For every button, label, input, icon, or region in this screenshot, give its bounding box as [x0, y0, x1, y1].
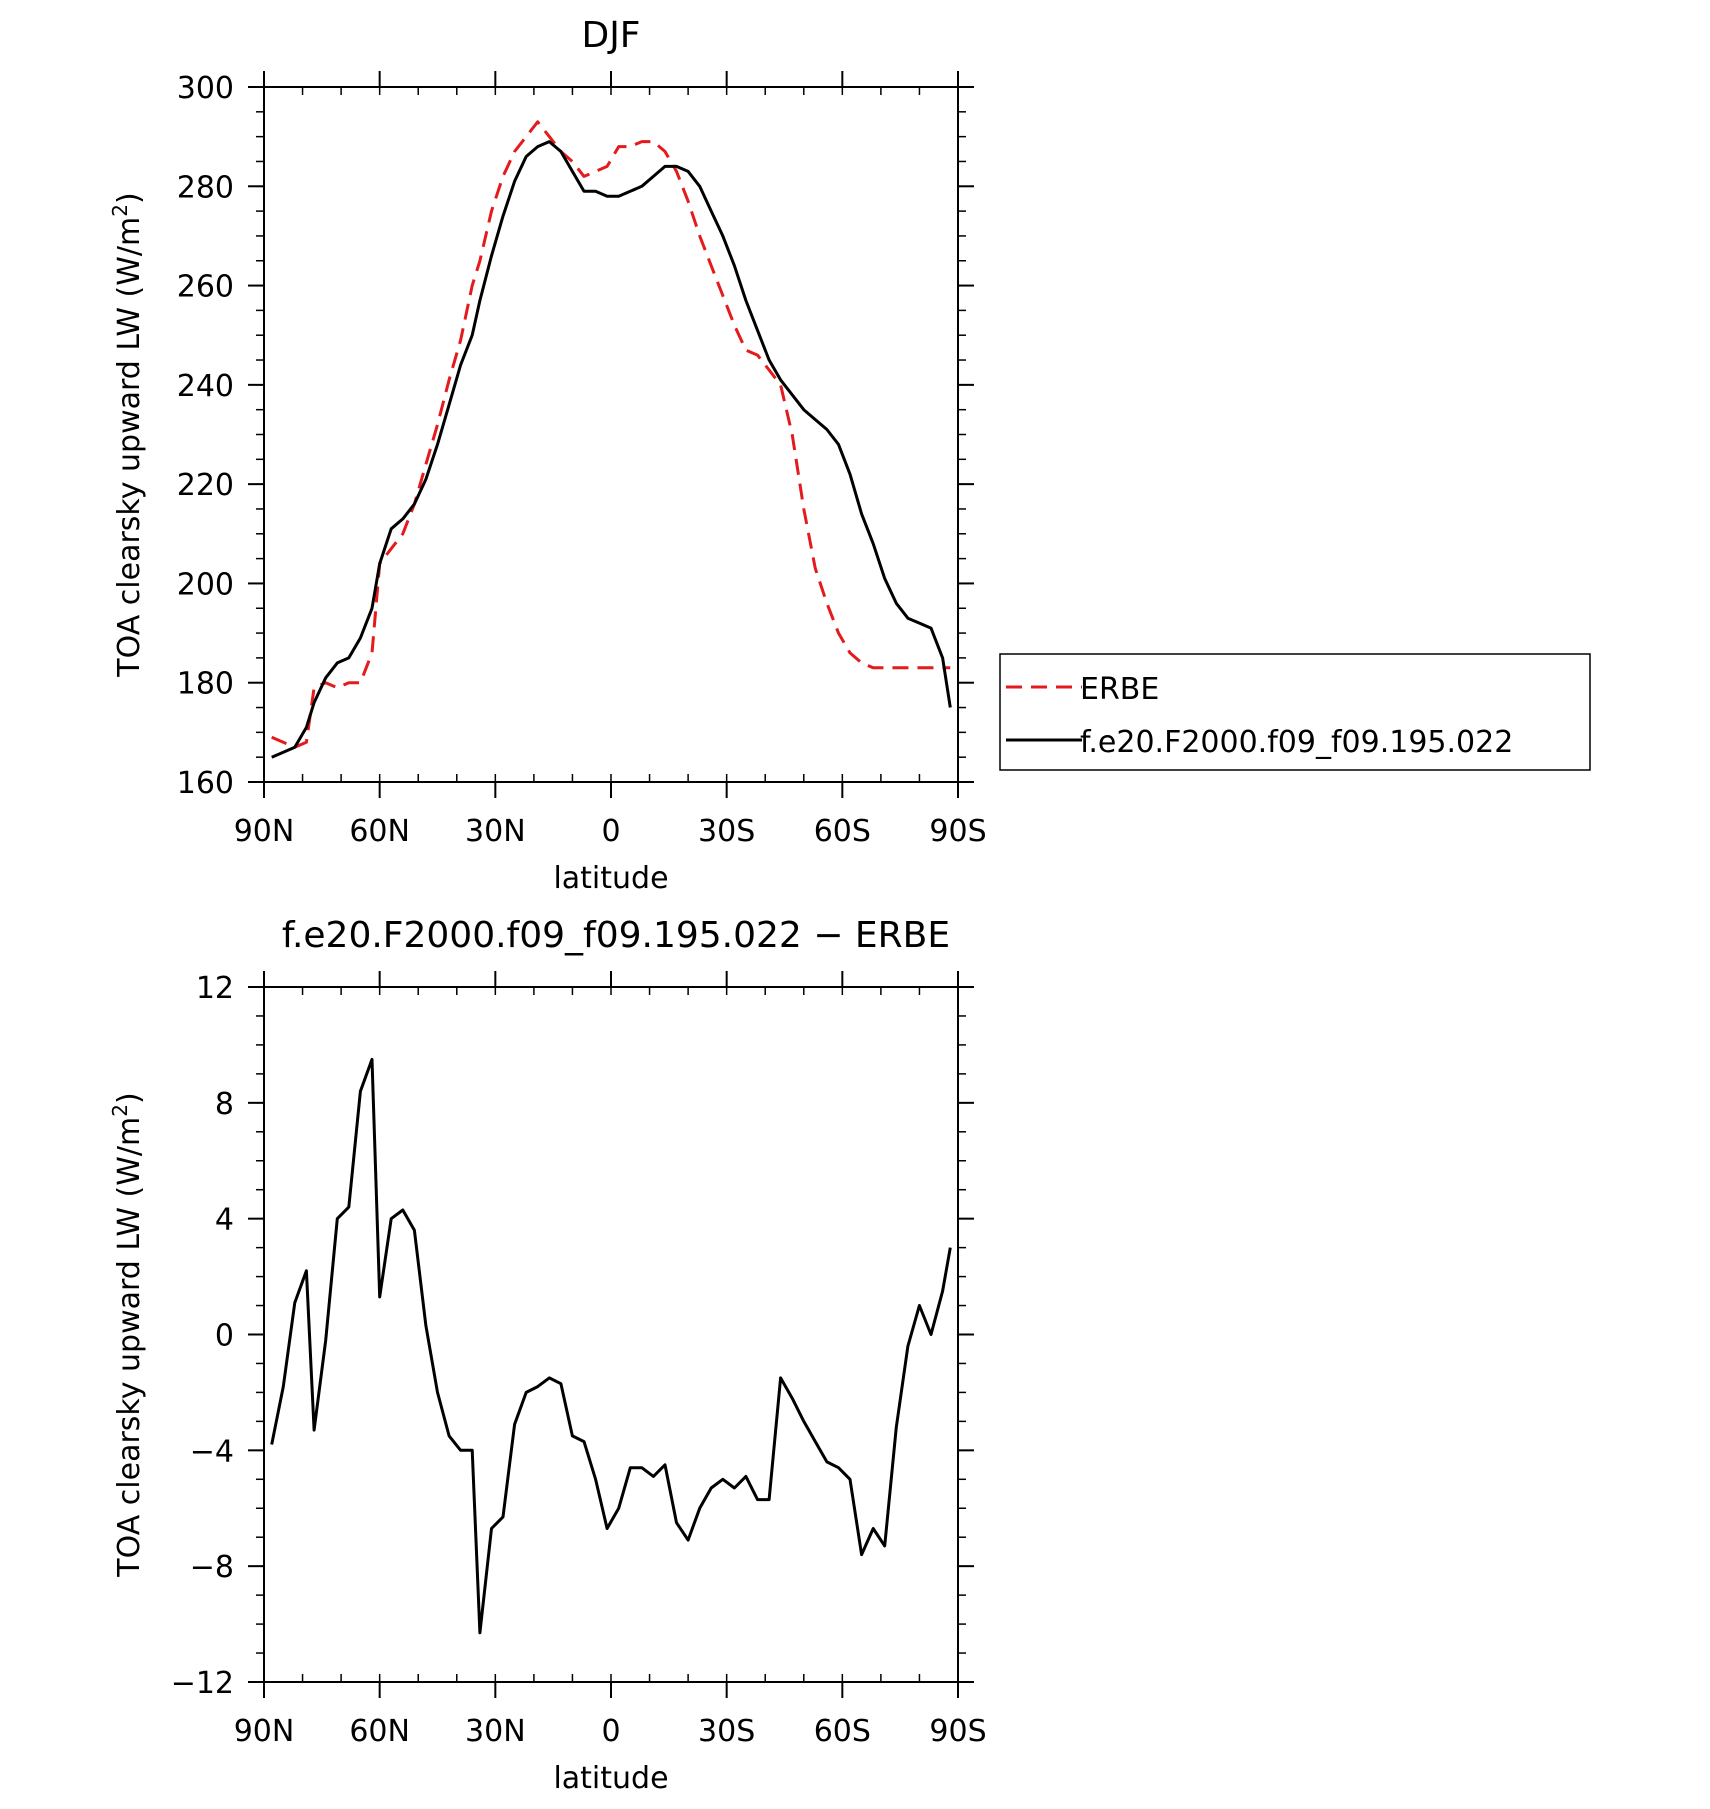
y-axis-label-superscript: 2 — [108, 204, 132, 217]
legend-box — [999, 653, 1591, 771]
x-axis-label: latitude — [553, 1761, 668, 1796]
y-tick-label: 8 — [215, 1087, 234, 1122]
x-tick-label: 30S — [698, 814, 755, 849]
y-axis-label-close: ) — [112, 192, 147, 204]
y-axis-label-main: TOA clearsky upward LW (W/m — [112, 217, 147, 678]
y-tick-label: −8 — [190, 1550, 234, 1585]
legend: ERBE f.e20.F2000.f09_f09.195.022 — [999, 653, 1591, 771]
legend-label: ERBE — [1080, 672, 1159, 707]
plot-frame — [263, 86, 959, 783]
x-tick-label: 30S — [698, 1714, 755, 1749]
chart-1: 90N 60N 30N 0 30S 60S 90S 160 180 200 220 240 260 280… — [108, 15, 1591, 896]
y-tick-label: 200 — [177, 567, 234, 602]
x-tick-label: 0 — [601, 1714, 620, 1749]
legend-label: f.e20.F2000.f09_f09.195.022 — [1080, 725, 1513, 760]
chart-2: 90N 60N 30N 0 30S 60S 90S −12 −8 −4 0 4 8 12 f.e20.F20… — [108, 915, 987, 1796]
series-line-difference — [270, 1057, 952, 1635]
y-tick-label: 260 — [177, 270, 234, 305]
y-tick-label: 12 — [196, 971, 234, 1006]
y-axis-label-main: TOA clearsky upward LW (W/m — [112, 1117, 147, 1578]
x-axis-label: latitude — [553, 861, 668, 896]
chart-title: DJF — [581, 15, 640, 56]
y-tick-label: 160 — [177, 766, 234, 801]
y-tick-label: 180 — [177, 667, 234, 702]
series-line-erbe — [271, 120, 951, 749]
y-axis-label-superscript: 2 — [108, 1104, 132, 1117]
y-axis-label: TOA clearsky upward LW (W/m2) — [108, 192, 147, 677]
x-tick-label: 0 — [601, 814, 620, 849]
y-tick-label: 220 — [177, 468, 234, 503]
y-tick-label: 240 — [177, 369, 234, 404]
x-tick-label: 90S — [929, 1714, 986, 1749]
x-tick-label: 60N — [349, 1714, 410, 1749]
x-tick-label: 90S — [929, 814, 986, 849]
x-tick-label: 60S — [814, 814, 871, 849]
x-tick-label: 90N — [234, 814, 295, 849]
chart-title: f.e20.F2000.f09_f09.195.022 − ERBE — [282, 915, 950, 956]
series-line-f-e20-f2000-f09-f09-195-022 — [271, 140, 952, 759]
plot-frame — [263, 986, 959, 1683]
y-tick-label: 280 — [177, 170, 234, 205]
y-axis-label: TOA clearsky upward LW (W/m2) — [108, 1092, 147, 1577]
y-tick-label: 300 — [177, 71, 234, 106]
y-tick-label: −4 — [190, 1434, 234, 1469]
x-tick-label: 60S — [814, 1714, 871, 1749]
x-tick-label: 30N — [465, 814, 526, 849]
y-tick-label: 0 — [215, 1319, 234, 1354]
y-tick-label: 4 — [215, 1203, 234, 1238]
y-tick-label: −12 — [171, 1666, 234, 1701]
x-tick-label: 90N — [234, 1714, 295, 1749]
x-tick-label: 30N — [465, 1714, 526, 1749]
x-tick-label: 60N — [349, 814, 410, 849]
y-axis-label-close: ) — [112, 1092, 147, 1104]
